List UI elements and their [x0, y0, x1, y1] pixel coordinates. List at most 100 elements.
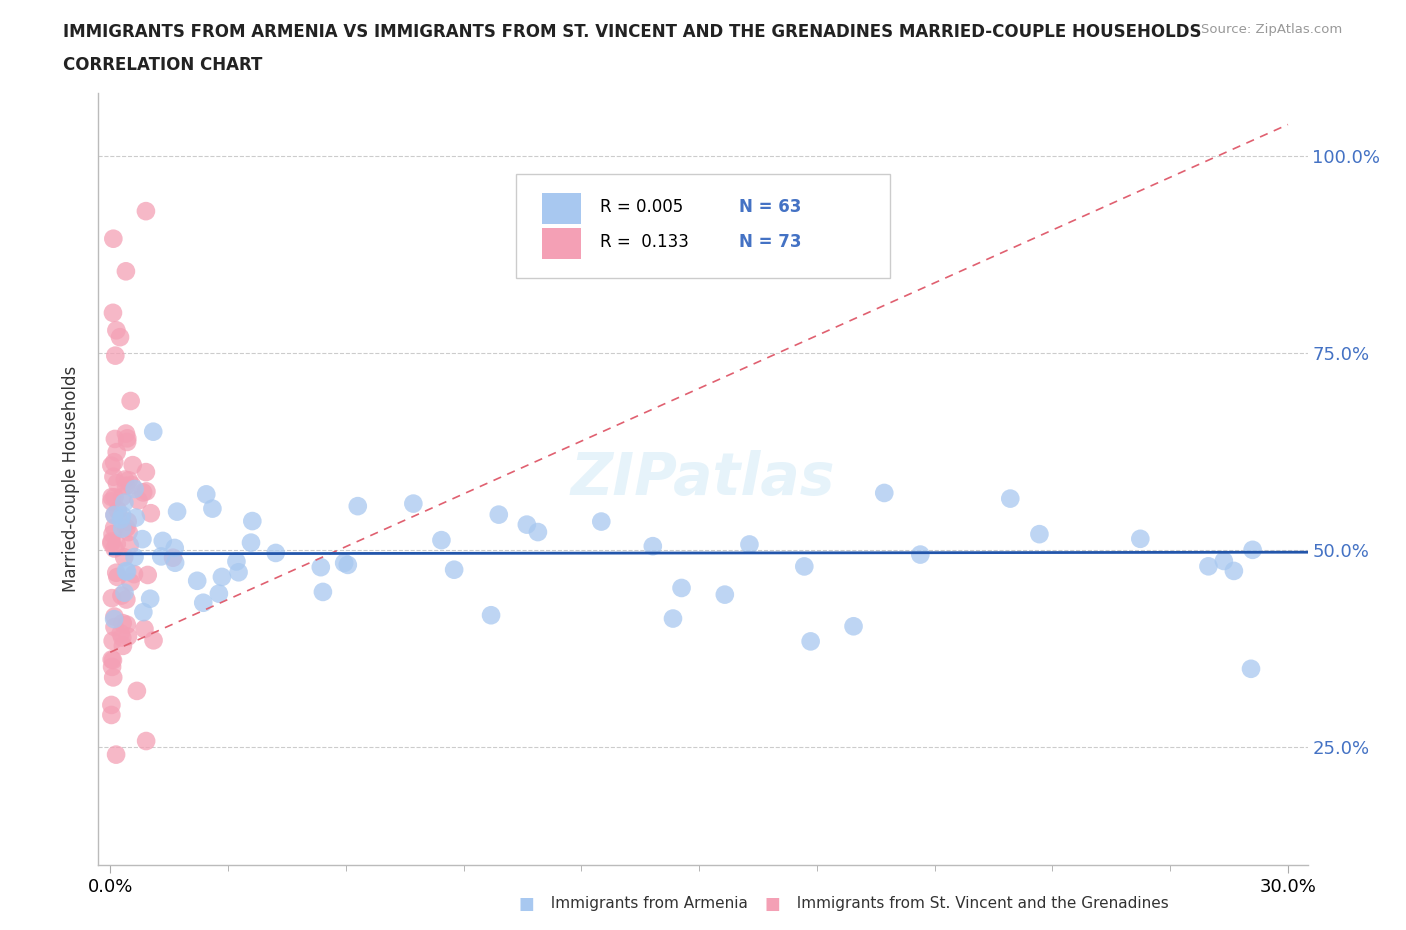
- Point: [100, 536, 122, 551]
- Bar: [543, 228, 581, 259]
- Point: [103, 612, 125, 627]
- FancyBboxPatch shape: [516, 174, 890, 278]
- Point: [124, 482, 146, 497]
- Point: [333, 555, 356, 570]
- Point: [100, 698, 122, 712]
- Point: [111, 638, 134, 653]
- Point: [105, 476, 128, 491]
- Point: [591, 514, 613, 529]
- Point: [103, 609, 125, 624]
- Text: ■: ■: [765, 895, 780, 913]
- Point: [910, 547, 932, 562]
- Point: [103, 520, 125, 535]
- Point: [671, 580, 693, 595]
- Point: [118, 538, 141, 552]
- Point: [163, 540, 186, 555]
- Point: [193, 595, 215, 610]
- Point: [110, 512, 132, 526]
- Point: [114, 585, 136, 600]
- Point: [135, 204, 157, 219]
- Point: [103, 508, 125, 523]
- Point: [662, 611, 685, 626]
- Point: [100, 490, 122, 505]
- Point: [112, 496, 135, 511]
- Point: [115, 434, 138, 449]
- Point: [103, 670, 125, 684]
- Point: [112, 550, 135, 565]
- Text: ZIPatlas: ZIPatlas: [571, 450, 835, 508]
- Point: [100, 458, 122, 473]
- Point: [134, 621, 156, 636]
- Point: [120, 393, 142, 408]
- Point: [714, 587, 737, 602]
- Point: [1197, 559, 1219, 574]
- Point: [309, 560, 332, 575]
- Point: [135, 734, 157, 749]
- Point: [117, 629, 139, 644]
- Point: [101, 659, 124, 674]
- Point: [114, 472, 136, 487]
- Point: [132, 485, 155, 499]
- Point: [135, 465, 157, 480]
- Text: Immigrants from Armenia: Immigrants from Armenia: [541, 897, 748, 911]
- Point: [488, 507, 510, 522]
- Point: [101, 653, 124, 668]
- Point: [103, 470, 125, 485]
- Point: [201, 501, 224, 516]
- Point: [125, 684, 148, 698]
- Text: R =  0.133: R = 0.133: [600, 233, 689, 251]
- Point: [1241, 542, 1264, 557]
- Point: [225, 554, 247, 569]
- Point: [516, 517, 538, 532]
- Point: [195, 487, 218, 502]
- Point: [111, 631, 134, 645]
- Point: [793, 559, 815, 574]
- Point: [312, 584, 335, 599]
- Point: [110, 626, 132, 641]
- Point: [103, 490, 125, 505]
- Point: [115, 564, 138, 578]
- Point: [1240, 661, 1263, 676]
- Point: [121, 458, 143, 472]
- Point: [104, 432, 127, 446]
- Point: [104, 348, 127, 363]
- Point: [103, 455, 125, 470]
- Point: [228, 565, 250, 579]
- Point: [165, 555, 187, 570]
- Bar: [543, 193, 581, 224]
- Point: [738, 537, 761, 551]
- Point: [115, 521, 138, 536]
- Point: [1129, 531, 1152, 546]
- Point: [115, 565, 138, 579]
- Text: CORRELATION CHART: CORRELATION CHART: [63, 56, 263, 73]
- Point: [125, 511, 148, 525]
- Point: [1223, 564, 1246, 578]
- Point: [107, 503, 129, 518]
- Point: [103, 541, 125, 556]
- Text: N = 73: N = 73: [740, 233, 801, 251]
- Point: [142, 424, 165, 439]
- Point: [142, 633, 165, 648]
- Point: [641, 538, 664, 553]
- Text: Immigrants from St. Vincent and the Grenadines: Immigrants from St. Vincent and the Gren…: [787, 897, 1170, 911]
- Point: [100, 494, 122, 509]
- Point: [136, 567, 159, 582]
- Point: [139, 591, 162, 606]
- Point: [346, 498, 368, 513]
- Point: [150, 549, 173, 564]
- Point: [152, 534, 174, 549]
- Point: [208, 586, 231, 601]
- Point: [101, 633, 124, 648]
- Point: [103, 619, 125, 634]
- Point: [103, 508, 125, 523]
- Point: [115, 592, 138, 607]
- Point: [402, 497, 425, 512]
- Text: IMMIGRANTS FROM ARMENIA VS IMMIGRANTS FROM ST. VINCENT AND THE GRENADINES MARRIE: IMMIGRANTS FROM ARMENIA VS IMMIGRANTS FR…: [63, 23, 1202, 41]
- Point: [122, 566, 145, 581]
- Point: [117, 525, 139, 539]
- Point: [842, 618, 865, 633]
- Point: [111, 521, 134, 536]
- Point: [264, 546, 287, 561]
- Point: [135, 484, 157, 498]
- Point: [101, 591, 124, 605]
